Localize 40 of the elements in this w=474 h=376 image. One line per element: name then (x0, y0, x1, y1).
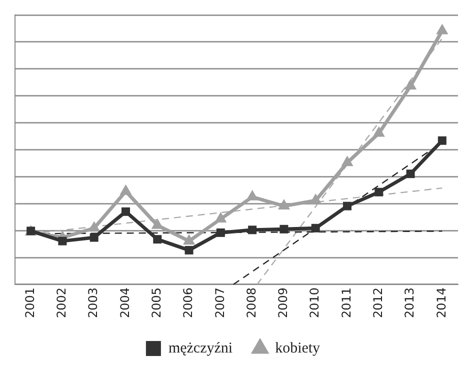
x-tick-label: 2007 (212, 287, 227, 318)
point (341, 156, 354, 166)
x-tick-label: 2012 (371, 287, 386, 318)
point (88, 221, 100, 232)
x-tick-label: 2011 (339, 287, 354, 318)
legend-label: mężczyźni (168, 340, 233, 356)
point (214, 212, 227, 222)
point (153, 235, 162, 244)
point (310, 193, 322, 204)
point (372, 126, 385, 137)
point (248, 226, 257, 234)
x-tick-label: 2004 (118, 287, 132, 318)
point (58, 236, 67, 246)
point (184, 246, 194, 254)
point (122, 207, 130, 216)
point (406, 170, 415, 178)
point (182, 234, 196, 245)
x-tick-label: 2013 (402, 287, 417, 318)
x-tick-label: 2002 (54, 287, 69, 318)
x-tick-label: 2014 (434, 287, 448, 318)
point (404, 79, 417, 90)
point (120, 184, 132, 195)
point (374, 188, 384, 196)
point (216, 228, 225, 237)
point (90, 233, 98, 242)
point (246, 190, 258, 200)
x-tick-label: 2003 (86, 287, 100, 318)
x-tick-label: 2010 (308, 287, 322, 318)
point (311, 224, 320, 232)
point (278, 199, 290, 210)
legend-label: kobiety (275, 340, 321, 356)
point (436, 24, 448, 34)
point (343, 202, 352, 210)
x-tick-label: 2006 (181, 287, 196, 318)
x-tick-label: 2001 (22, 287, 37, 318)
point (280, 224, 288, 234)
point (438, 136, 446, 145)
x-tick-label: 2005 (150, 287, 164, 318)
x-tick-label: 2009 (276, 287, 290, 318)
x-tick-label: 2008 (244, 287, 258, 318)
